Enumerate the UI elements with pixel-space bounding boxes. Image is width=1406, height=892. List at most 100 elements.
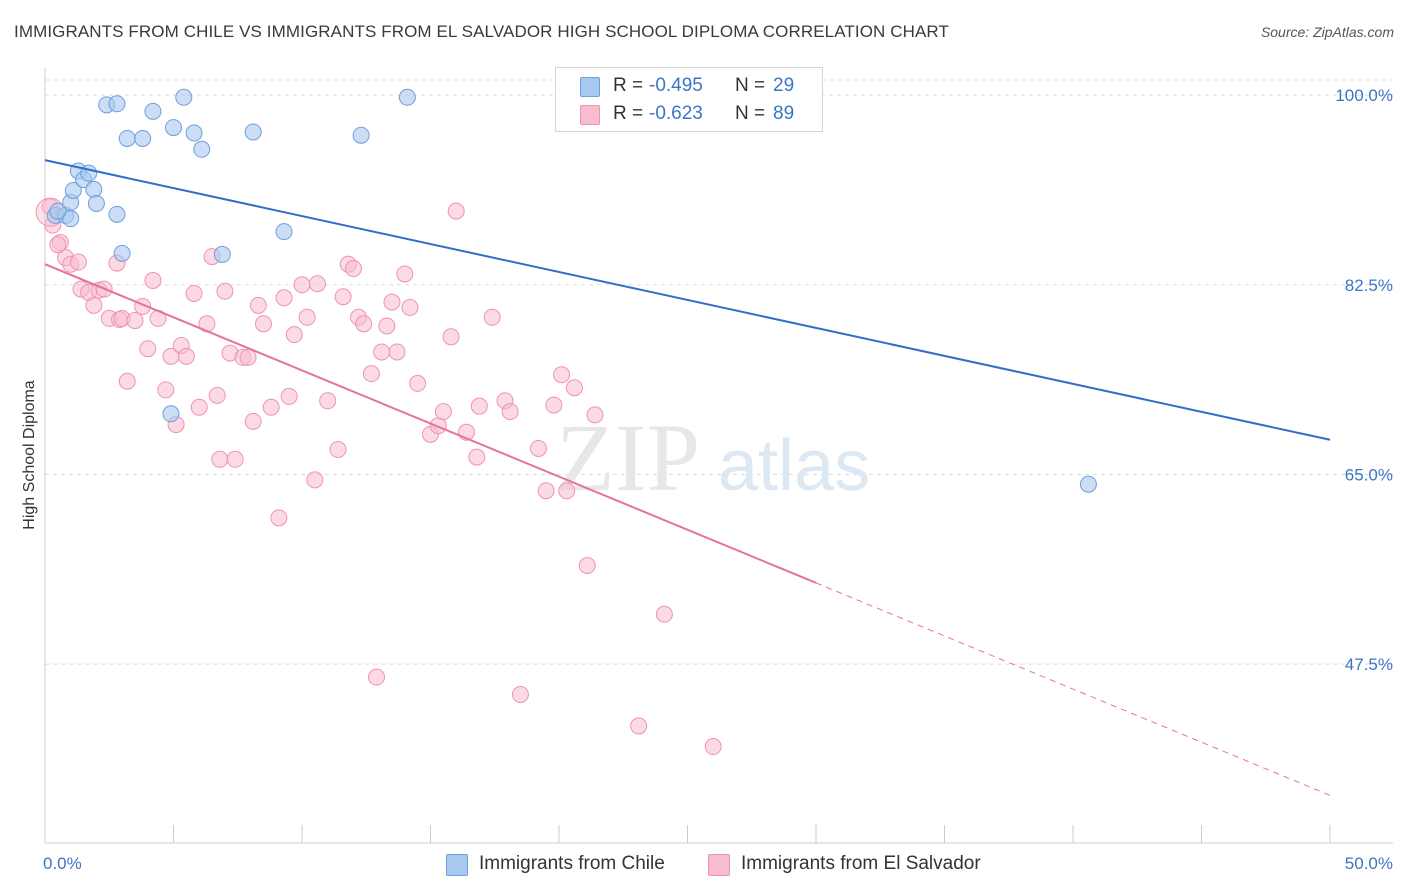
chile-point bbox=[113, 244, 131, 262]
x-tick-label: 50.0% bbox=[1345, 854, 1393, 873]
chart-title: IMMIGRANTS FROM CHILE VS IMMIGRANTS FROM… bbox=[14, 22, 949, 41]
elsalvador-point bbox=[442, 328, 460, 346]
elsalvador-point bbox=[208, 386, 226, 404]
elsalvador-legend-label: Immigrants from El Salvador bbox=[741, 853, 981, 874]
chile-legend-label: Immigrants from Chile bbox=[479, 853, 665, 874]
elsalvador-point bbox=[468, 448, 486, 466]
elsalvador-point bbox=[565, 379, 583, 397]
elsalvador-point bbox=[501, 403, 519, 421]
elsalvador-point bbox=[262, 398, 280, 416]
chile-point bbox=[62, 210, 80, 228]
elsalvador-point bbox=[447, 202, 465, 220]
chile-point bbox=[398, 88, 416, 106]
chile-point bbox=[134, 129, 152, 147]
elsalvador-point bbox=[49, 236, 67, 254]
chile-point bbox=[193, 140, 211, 158]
elsalvador-point bbox=[655, 605, 673, 623]
elsalvador-point bbox=[293, 276, 311, 294]
chile-legend-swatch bbox=[446, 854, 468, 876]
trend-lines bbox=[44, 159, 1331, 796]
watermark: ZIP atlas bbox=[556, 404, 870, 511]
elsalvador-point bbox=[319, 392, 337, 410]
elsalvador-point bbox=[280, 387, 298, 405]
elsalvador-point bbox=[334, 288, 352, 306]
elsalvador-point bbox=[537, 482, 555, 500]
n-label: N = bbox=[735, 75, 766, 96]
elsalvador-point bbox=[545, 396, 563, 414]
chile-point bbox=[185, 124, 203, 142]
r-label: R = bbox=[613, 75, 644, 96]
elsalvador-point bbox=[157, 381, 175, 399]
y-tick-label: 65.0% bbox=[1345, 465, 1393, 484]
elsalvador-point bbox=[226, 450, 244, 468]
chile-point bbox=[352, 126, 370, 144]
elsalvador-point bbox=[355, 315, 373, 333]
y-tick-label: 100.0% bbox=[1335, 86, 1393, 105]
chile-point bbox=[1079, 475, 1097, 493]
elsalvador-point bbox=[630, 717, 648, 735]
elsalvador-point bbox=[308, 275, 326, 293]
tick-labels: 100.0% 82.5% 65.0% 47.5% 0.0% 50.0% bbox=[43, 86, 1393, 873]
elsalvador-point bbox=[362, 365, 380, 383]
elsalvador-point bbox=[383, 293, 401, 311]
elsalvador-point bbox=[401, 299, 419, 317]
y-tick-label: 47.5% bbox=[1345, 655, 1393, 674]
y-tick-label: 82.5% bbox=[1345, 276, 1393, 295]
chile-point bbox=[144, 102, 162, 120]
elsalvador-point bbox=[553, 366, 571, 384]
elsalvador-point bbox=[368, 668, 386, 686]
chile-point bbox=[87, 194, 105, 212]
elsalvador-point bbox=[329, 441, 347, 459]
chile-trend-line bbox=[44, 159, 1331, 441]
elsalvador-point bbox=[126, 312, 144, 330]
elsalvador-point bbox=[185, 284, 203, 302]
elsalvador-point bbox=[118, 372, 136, 390]
elsalvador-point bbox=[704, 738, 722, 756]
n-label: N = bbox=[735, 103, 766, 124]
elsalvador-point bbox=[69, 253, 87, 271]
elsalvador-point bbox=[586, 406, 604, 424]
elsalvador-point bbox=[409, 374, 427, 392]
elsalvador-point bbox=[190, 398, 208, 416]
elsalvador-point bbox=[306, 471, 324, 489]
elsalvador-point bbox=[434, 403, 452, 421]
r-label: R = bbox=[613, 103, 644, 124]
elsalvador-trend-extension bbox=[815, 582, 1331, 796]
r-value: -0.495 bbox=[649, 75, 703, 96]
elsalvador-point bbox=[275, 289, 293, 307]
elsalvador-points bbox=[35, 197, 722, 756]
elsalvador-point bbox=[285, 326, 303, 344]
elsalvador-point bbox=[244, 412, 262, 430]
chile-point bbox=[85, 180, 103, 198]
elsalvador-point bbox=[211, 450, 229, 468]
elsalvador-point bbox=[298, 308, 316, 326]
source-label: Source: ZipAtlas.com bbox=[1260, 24, 1394, 40]
elsalvador-point bbox=[483, 308, 501, 326]
elsalvador-point bbox=[373, 343, 391, 361]
legend-row-elsalvador: R = -0.623 N = 89 bbox=[556, 100, 822, 128]
watermark-atlas: atlas bbox=[718, 426, 870, 506]
chile-points bbox=[46, 88, 1097, 493]
elsalvador-trend-line bbox=[44, 263, 817, 584]
elsalvador-point bbox=[558, 482, 576, 500]
chile-point bbox=[165, 119, 182, 137]
chile-point bbox=[213, 245, 231, 263]
n-value: 89 bbox=[773, 103, 795, 124]
chile-point bbox=[275, 223, 293, 241]
elsalvador-point bbox=[144, 271, 162, 289]
elsalvador-point bbox=[378, 317, 396, 335]
chile-point bbox=[49, 202, 67, 220]
chile-point bbox=[64, 181, 82, 199]
watermark-zip: ZIP bbox=[556, 404, 700, 511]
elsalvador-point bbox=[578, 557, 596, 575]
elsalvador-point bbox=[388, 343, 406, 361]
elsalvador-point bbox=[529, 439, 547, 457]
chile-point bbox=[244, 123, 262, 141]
elsalvador-point bbox=[249, 296, 267, 314]
chile-point bbox=[108, 95, 126, 113]
elsalvador-point bbox=[511, 686, 529, 704]
elsalvador-point bbox=[396, 265, 414, 283]
elsalvador-point bbox=[85, 296, 103, 314]
chile-point bbox=[118, 129, 136, 147]
